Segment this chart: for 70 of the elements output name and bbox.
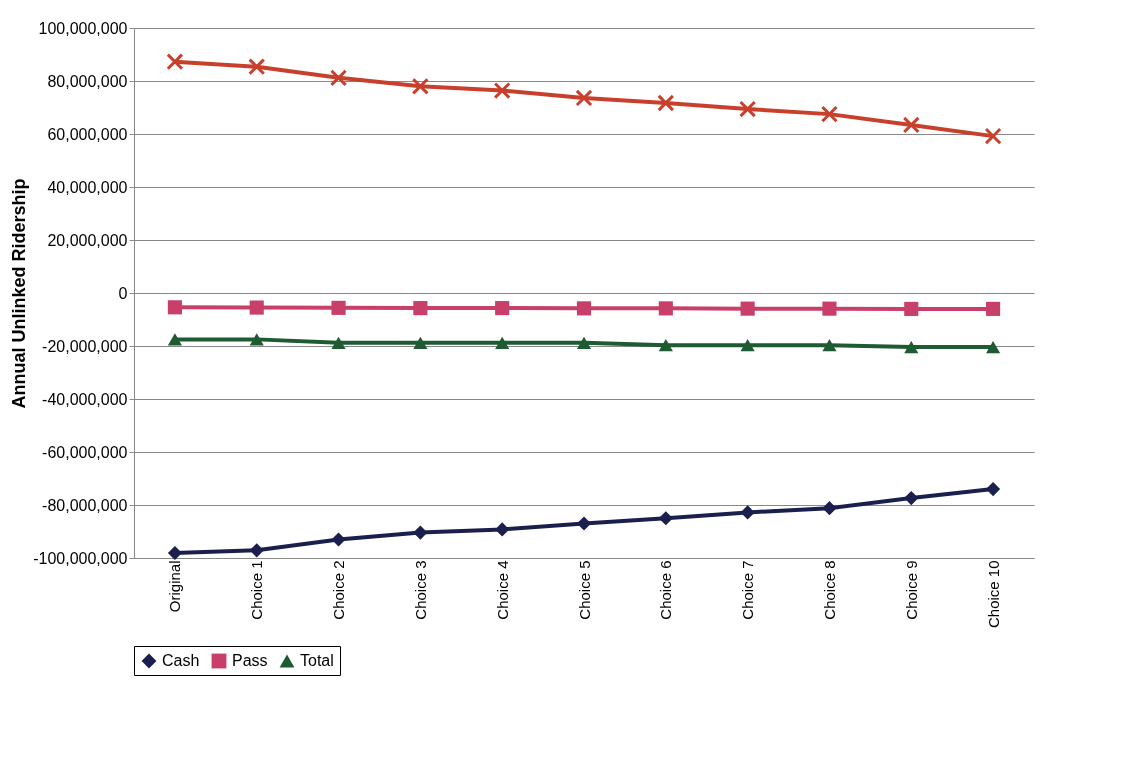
point [658,301,673,316]
x-tick-label: Original [166,560,184,613]
x-tick-label: Choice 5 [575,560,593,620]
point [167,545,182,561]
x-tick-label: Choice 1 [248,560,266,620]
x-tick-label: Choice 8 [820,560,838,620]
point [495,336,510,349]
x-tick-label: Choice 7 [739,560,757,620]
point [576,336,592,349]
point [495,301,510,316]
x-tick-label: Choice 10 [984,560,1002,629]
y-tick-label: 0 [118,284,128,302]
point [739,100,757,118]
point [576,516,592,531]
point [904,301,919,316]
x-tick-label: Choice 6 [657,560,675,620]
x-tick-label: Choice 4 [493,560,511,620]
point [495,522,510,537]
point [740,339,755,352]
point [657,94,675,112]
point [167,333,182,346]
y-tick-label: 40,000,000 [47,178,128,196]
point [331,532,346,547]
point [248,58,266,76]
point [329,69,348,87]
point [493,81,511,100]
point [986,301,1001,316]
x-tick-label: Choice 3 [411,560,429,620]
y-tick-label: 60,000,000 [47,125,128,143]
y-tick-label: -20,000,000 [42,337,128,355]
legend-label: Total [300,652,334,669]
point [822,301,837,316]
point [413,301,428,316]
y-tick-label: 80,000,000 [47,72,128,90]
point [166,53,184,71]
legend-label: Pass [232,652,268,669]
point [904,491,919,506]
point [984,127,1002,145]
point [740,505,755,520]
y-tick-label: -80,000,000 [42,496,128,514]
point [331,336,346,349]
point [576,301,592,316]
point [411,77,429,95]
y-tick-label: -60,000,000 [42,443,128,461]
point [902,116,920,134]
point [986,482,1001,497]
point [986,340,1001,354]
point [249,543,264,558]
y-tick-label: 100,000,000 [38,19,128,37]
point [249,300,264,315]
x-tick-label: Choice 9 [902,560,920,620]
y-axis-title: Annual Unlinked Ridership [9,178,30,409]
point [658,339,673,352]
point [331,300,346,315]
point [822,339,837,352]
y-tick-label: 20,000,000 [47,231,128,249]
point [413,525,428,540]
point [822,501,837,516]
point [658,511,673,526]
y-tick-label: -40,000,000 [42,390,128,408]
point [820,105,839,123]
y-tick-label: -100,000,000 [33,549,128,567]
point [740,301,755,316]
point [575,89,593,107]
point [413,336,428,349]
x-tick-label: Choice 2 [330,560,348,620]
legend-label: Cash [162,652,200,669]
point [167,300,182,315]
point [249,333,264,346]
point [904,340,919,354]
